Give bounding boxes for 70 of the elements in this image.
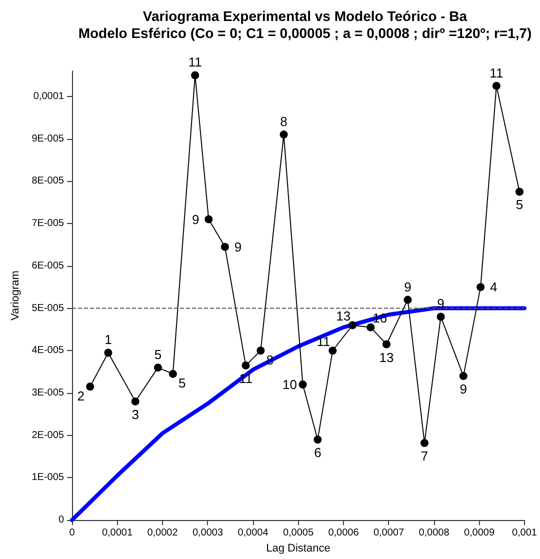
y-tick-label: 2E-005 bbox=[32, 430, 64, 441]
y-tick-label: 8E-005 bbox=[32, 176, 64, 187]
y-tick-label: 9E-005 bbox=[32, 133, 64, 144]
x-tick-label: 0,0004 bbox=[238, 528, 269, 539]
annotation: 9 bbox=[404, 279, 412, 294]
point bbox=[242, 361, 250, 370]
y-tick-label: 5E-005 bbox=[32, 302, 64, 314]
annotation: 9 bbox=[192, 212, 200, 227]
x-tick-label: 0 bbox=[69, 528, 76, 539]
chart-title: Variograma Experimental vs Modelo Teórico - Ba bbox=[142, 8, 468, 24]
point bbox=[298, 380, 307, 389]
point bbox=[104, 348, 112, 357]
point bbox=[476, 283, 485, 292]
annotation: 11 bbox=[490, 65, 504, 80]
annotation: 2 bbox=[77, 388, 85, 404]
x-tick-label: 0,0002 bbox=[147, 528, 178, 539]
point bbox=[86, 382, 94, 391]
annotation: 1 bbox=[104, 332, 112, 348]
point bbox=[436, 312, 445, 321]
annotation: 10 bbox=[282, 377, 298, 392]
annotation: 5 bbox=[154, 347, 162, 362]
y-tick-label: 0 bbox=[58, 514, 64, 526]
point bbox=[516, 188, 524, 196]
annotation: 5 bbox=[178, 376, 186, 391]
annotation: 4 bbox=[490, 280, 498, 295]
y-tick-label: 6E-005 bbox=[32, 260, 64, 272]
x-tick-label: 0,0007 bbox=[373, 528, 404, 539]
point bbox=[256, 346, 265, 355]
y-tick-label: 4E-005 bbox=[32, 345, 64, 356]
annotation: 6 bbox=[314, 445, 322, 460]
x-tick-label: 0,0005 bbox=[282, 528, 314, 539]
annotation: 9 bbox=[460, 382, 468, 397]
point bbox=[131, 397, 140, 406]
point bbox=[492, 82, 500, 90]
point bbox=[154, 364, 162, 372]
point bbox=[314, 436, 322, 444]
annotation: 13 bbox=[336, 308, 351, 324]
point bbox=[220, 242, 229, 251]
y-axis-title: Variogram bbox=[9, 270, 22, 321]
point bbox=[204, 215, 213, 224]
y-tick-label: 3E-005 bbox=[32, 387, 64, 398]
point bbox=[348, 321, 357, 330]
point bbox=[459, 372, 468, 380]
point bbox=[404, 296, 412, 304]
y-tick-label: 0,0001 bbox=[33, 90, 64, 102]
x-tick-label: 0,001 bbox=[512, 528, 538, 539]
annotation: 5 bbox=[516, 197, 524, 212]
x-axis-title: Lag Distance bbox=[266, 542, 330, 554]
chart-subtitle: Modelo Esférico (Co = 0; C1 = 0,00005 ; a = 0,0008 ; dirº =120º; r=1,7) bbox=[78, 25, 532, 41]
x-tick-label: 0,0001 bbox=[102, 528, 133, 539]
x-tick-label: 0,0003 bbox=[192, 528, 224, 539]
annotation: 3 bbox=[132, 406, 139, 422]
point bbox=[382, 340, 390, 348]
point bbox=[420, 438, 428, 447]
point bbox=[191, 71, 200, 80]
annotation: 13 bbox=[379, 350, 394, 365]
x-tick-label: 0,0009 bbox=[464, 528, 495, 539]
annotation: 11 bbox=[188, 54, 202, 70]
annotation: 7 bbox=[420, 448, 428, 464]
x-tick-label: 0,0008 bbox=[418, 528, 450, 539]
y-tick-label: 1E-005 bbox=[32, 472, 64, 484]
point bbox=[328, 346, 337, 355]
annotation: 11 bbox=[316, 334, 330, 349]
point bbox=[280, 130, 288, 139]
x-tick-label: 0,0006 bbox=[328, 528, 360, 539]
annotation: 9 bbox=[234, 239, 242, 254]
y-tick-label: 7E-005 bbox=[32, 218, 64, 230]
point bbox=[168, 370, 177, 378]
point bbox=[366, 323, 375, 332]
annotation: 8 bbox=[280, 114, 288, 130]
